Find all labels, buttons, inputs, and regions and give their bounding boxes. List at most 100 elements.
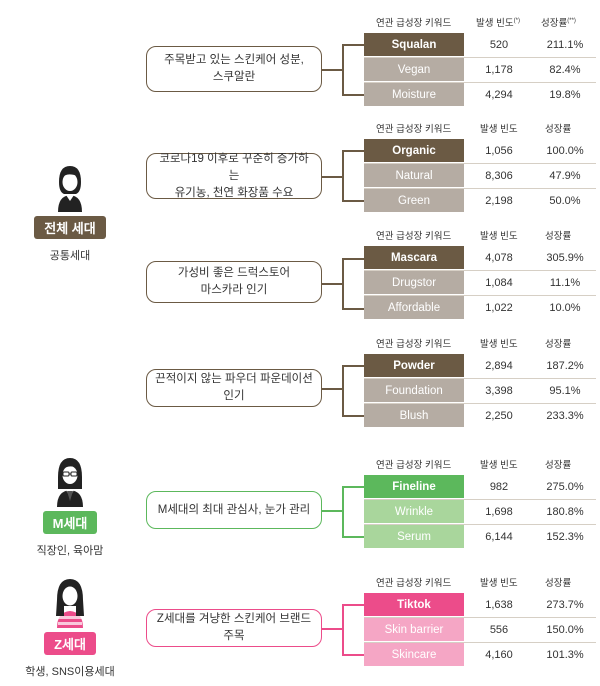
frequency-value: 1,178 — [485, 63, 513, 76]
header-frequency: 발생 빈도(*) — [476, 17, 520, 29]
keyword-row: Fineline 982 275.0% — [364, 475, 596, 498]
trend-description: 코로나19 이후로 꾸준히 증가하는 유기농, 천연 화장품 수요 — [146, 153, 322, 199]
growth-value: 180.8% — [546, 505, 584, 518]
frequency-value: 8,306 — [485, 169, 513, 182]
frequency-value: 1,084 — [485, 276, 513, 289]
growth-value: 47.9% — [549, 169, 581, 182]
keyword-label: Blush — [364, 404, 464, 427]
frequency-value: 3,398 — [485, 384, 513, 397]
generation-z: Z세대 학생, SNS이용세대 — [0, 576, 140, 679]
keyword-row: Blush 2,250 233.3% — [364, 404, 596, 427]
header-growth: 성장률 — [545, 578, 572, 589]
keyword-row: Skincare 4,160 101.3% — [364, 643, 596, 666]
header-frequency: 발생 빈도 — [480, 578, 518, 589]
frequency-value: 982 — [489, 480, 509, 493]
growth-value: 82.4% — [549, 63, 581, 76]
growth-value: 11.1% — [549, 276, 581, 289]
trend-description: 가성비 좋은 드럭스토어 마스카라 인기 — [146, 261, 322, 303]
keyword-label: Wrinkle — [364, 500, 464, 523]
keyword-label: Affordable — [364, 296, 464, 319]
keyword-label: Tiktok — [364, 593, 464, 616]
header-growth: 성장률 — [545, 460, 572, 471]
generation-all: 전체 세대 공통세대 — [0, 162, 140, 263]
header-keyword: 연관 급성장 키워드 — [376, 124, 452, 135]
keyword-label: Squalan — [364, 33, 464, 56]
frequency-value: 4,078 — [485, 251, 513, 264]
header-frequency: 발생 빈도 — [480, 460, 518, 471]
header-frequency: 발생 빈도 — [480, 124, 518, 135]
keyword-row: Powder 2,894 187.2% — [364, 354, 596, 377]
header-frequency: 발생 빈도 — [480, 339, 518, 350]
frequency-value: 556 — [489, 623, 509, 636]
growth-value: 152.3% — [546, 530, 584, 543]
frequency-value: 1,698 — [485, 505, 513, 518]
generation-badge: 전체 세대 — [34, 216, 106, 239]
header-keyword: 연관 급성장 키워드 — [376, 18, 452, 29]
trend-description: 주목받고 있는 스킨케어 성분, 스쿠알란 — [146, 46, 322, 92]
trend-description: M세대의 최대 관심사, 눈가 관리 — [146, 491, 322, 529]
generation-subtitle: 공통세대 — [49, 250, 91, 262]
growth-value: 233.3% — [546, 409, 584, 422]
growth-value: 10.0% — [549, 301, 581, 314]
keyword-row: Affordable 1,022 10.0% — [364, 296, 596, 319]
growth-value: 95.1% — [549, 384, 581, 397]
header-keyword: 연관 급성장 키워드 — [376, 339, 452, 350]
header-keyword: 연관 급성장 키워드 — [376, 460, 452, 471]
keyword-row: Green 2,198 50.0% — [364, 189, 596, 212]
keyword-label: Powder — [364, 354, 464, 377]
header-growth: 성장률(**) — [541, 17, 576, 29]
keyword-row: Serum 6,144 152.3% — [364, 525, 596, 548]
growth-value: 101.3% — [546, 648, 584, 661]
generation-badge: M세대 — [42, 511, 98, 534]
frequency-value: 1,638 — [485, 598, 513, 611]
frequency-value: 2,250 — [485, 409, 513, 422]
generation-badge: Z세대 — [44, 632, 96, 655]
keyword-row: Mascara 4,078 305.9% — [364, 246, 596, 269]
keyword-row: Moisture 4,294 19.8% — [364, 83, 596, 106]
frequency-value: 1,056 — [485, 144, 513, 157]
trend-description: 끈적이지 않는 파우더 파운데이션 인기 — [146, 369, 322, 407]
generation-m: M세대 직장인, 육아맘 — [0, 455, 140, 558]
generation-subtitle: 학생, SNS이용세대 — [25, 666, 115, 678]
trend-description: Z세대를 겨냥한 스킨케어 브랜드 주목 — [146, 609, 322, 647]
growth-value: 211.1% — [546, 38, 584, 51]
growth-value: 275.0% — [546, 480, 584, 493]
keyword-label: Organic — [364, 139, 464, 162]
frequency-value: 4,160 — [485, 648, 513, 661]
header-growth: 성장률 — [545, 124, 572, 135]
growth-value: 273.7% — [546, 598, 584, 611]
frequency-value: 2,198 — [485, 194, 513, 207]
keyword-label: Drugstor — [364, 271, 464, 294]
keyword-row: Wrinkle 1,698 180.8% — [364, 500, 596, 523]
keyword-row: Squalan 520 211.1% — [364, 33, 596, 56]
keyword-row: Skin barrier 556 150.0% — [364, 618, 596, 641]
growth-value: 150.0% — [546, 623, 584, 636]
frequency-value: 4,294 — [485, 88, 513, 101]
growth-value: 19.8% — [549, 88, 581, 101]
keyword-label: Natural — [364, 164, 464, 187]
keyword-label: Vegan — [364, 58, 464, 81]
keyword-label: Serum — [364, 525, 464, 548]
woman-glasses-icon — [57, 458, 83, 507]
header-keyword: 연관 급성장 키워드 — [376, 578, 452, 589]
header-frequency: 발생 빈도 — [480, 231, 518, 242]
keyword-label: Green — [364, 189, 464, 212]
keyword-row: Vegan 1,178 82.4% — [364, 58, 596, 81]
keyword-row: Natural 8,306 47.9% — [364, 164, 596, 187]
frequency-value: 520 — [489, 38, 509, 51]
keyword-row: Organic 1,056 100.0% — [364, 139, 596, 162]
header-growth: 성장률 — [545, 339, 572, 350]
frequency-value: 6,144 — [485, 530, 513, 543]
generation-subtitle: 직장인, 육아맘 — [36, 545, 104, 557]
growth-value: 187.2% — [546, 359, 584, 372]
keyword-label: Skincare — [364, 643, 464, 666]
keyword-label: Fineline — [364, 475, 464, 498]
growth-value: 100.0% — [546, 144, 584, 157]
keyword-label: Moisture — [364, 83, 464, 106]
keyword-row: Foundation 3,398 95.1% — [364, 379, 596, 402]
keyword-row: Drugstor 1,084 11.1% — [364, 271, 596, 294]
growth-value: 305.9% — [546, 251, 584, 264]
header-growth: 성장률 — [545, 231, 572, 242]
keyword-label: Skin barrier — [364, 618, 464, 641]
frequency-value: 2,894 — [485, 359, 513, 372]
